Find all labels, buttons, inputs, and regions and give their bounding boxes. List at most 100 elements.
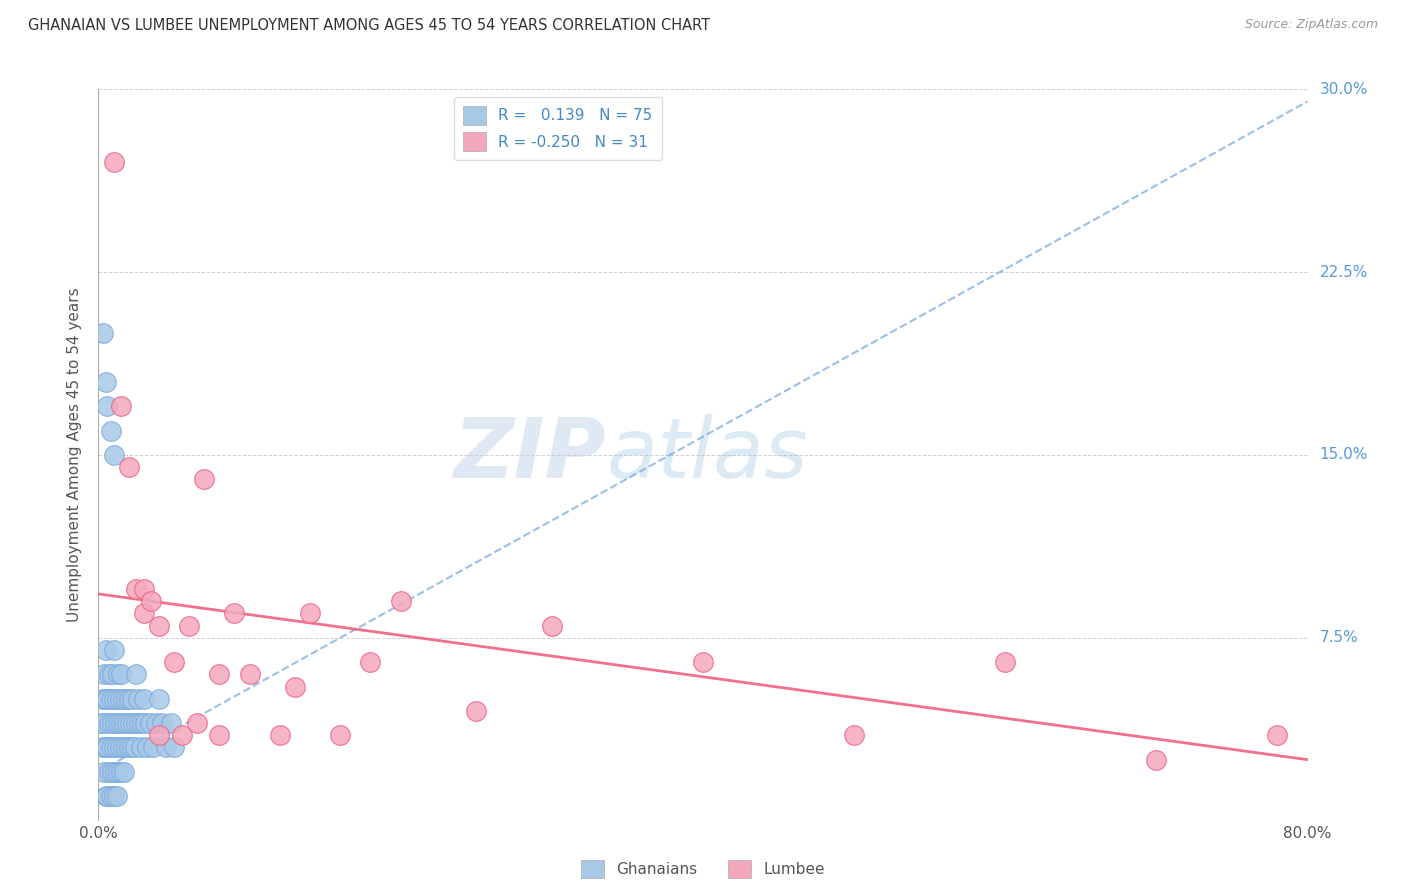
- Point: [1144, 753, 1167, 767]
- Point: [155, 740, 177, 755]
- Point: [163, 740, 186, 755]
- Point: [107, 667, 129, 681]
- Point: [193, 472, 215, 486]
- Point: [208, 728, 231, 742]
- Text: ZIP: ZIP: [454, 415, 606, 495]
- Point: [103, 448, 125, 462]
- Point: [284, 680, 307, 694]
- Point: [692, 655, 714, 669]
- Point: [103, 740, 125, 755]
- Point: [114, 691, 136, 706]
- Point: [844, 728, 866, 742]
- Point: [110, 716, 132, 731]
- Point: [465, 704, 488, 718]
- Point: [98, 716, 121, 731]
- Point: [132, 582, 155, 596]
- Point: [148, 691, 170, 706]
- Text: Source: ZipAtlas.com: Source: ZipAtlas.com: [1244, 18, 1378, 31]
- Point: [125, 667, 148, 681]
- Point: [145, 716, 167, 731]
- Point: [208, 667, 231, 681]
- Point: [101, 716, 124, 731]
- Point: [134, 716, 156, 731]
- Point: [121, 691, 143, 706]
- Point: [110, 399, 132, 413]
- Point: [96, 691, 118, 706]
- Point: [127, 691, 149, 706]
- Point: [139, 716, 162, 731]
- Point: [125, 582, 148, 596]
- Point: [132, 607, 155, 621]
- Point: [103, 691, 125, 706]
- Point: [105, 740, 128, 755]
- Point: [94, 740, 117, 755]
- Text: 7.5%: 7.5%: [1320, 631, 1358, 645]
- Point: [360, 655, 382, 669]
- Legend: R =   0.139   N = 75, R = -0.250   N = 31: R = 0.139 N = 75, R = -0.250 N = 31: [454, 97, 662, 160]
- Point: [103, 643, 125, 657]
- Point: [96, 399, 118, 413]
- Point: [108, 740, 131, 755]
- Point: [142, 740, 165, 755]
- Point: [104, 764, 127, 779]
- Point: [994, 655, 1017, 669]
- Legend: Ghanaians, Lumbee: Ghanaians, Lumbee: [575, 854, 831, 884]
- Point: [101, 764, 124, 779]
- Point: [114, 740, 136, 755]
- Point: [91, 740, 114, 755]
- Point: [148, 728, 170, 742]
- Point: [131, 716, 153, 731]
- Point: [170, 728, 193, 742]
- Point: [94, 643, 117, 657]
- Point: [100, 691, 122, 706]
- Text: 30.0%: 30.0%: [1320, 82, 1368, 96]
- Point: [111, 691, 134, 706]
- Text: 22.5%: 22.5%: [1320, 265, 1368, 279]
- Point: [224, 607, 246, 621]
- Point: [110, 764, 132, 779]
- Point: [269, 728, 291, 742]
- Point: [540, 618, 562, 632]
- Point: [98, 667, 121, 681]
- Point: [115, 716, 138, 731]
- Point: [112, 764, 135, 779]
- Point: [98, 764, 121, 779]
- Point: [93, 667, 115, 681]
- Point: [93, 764, 115, 779]
- Text: 15.0%: 15.0%: [1320, 448, 1368, 462]
- Point: [148, 618, 170, 632]
- Point: [129, 740, 152, 755]
- Point: [110, 667, 132, 681]
- Point: [124, 740, 146, 755]
- Point: [91, 691, 114, 706]
- Point: [96, 740, 118, 755]
- Point: [128, 716, 150, 731]
- Point: [105, 789, 128, 804]
- Point: [135, 740, 157, 755]
- Point: [163, 655, 186, 669]
- Point: [103, 155, 125, 169]
- Point: [122, 716, 145, 731]
- Point: [150, 716, 173, 731]
- Point: [100, 424, 122, 438]
- Point: [177, 618, 201, 632]
- Point: [94, 375, 117, 389]
- Point: [111, 740, 134, 755]
- Point: [141, 594, 163, 608]
- Point: [239, 667, 262, 681]
- Point: [108, 691, 131, 706]
- Point: [329, 728, 352, 742]
- Point: [94, 789, 117, 804]
- Y-axis label: Unemployment Among Ages 45 to 54 years: Unemployment Among Ages 45 to 54 years: [67, 287, 83, 623]
- Point: [100, 789, 122, 804]
- Point: [132, 691, 155, 706]
- Text: GHANAIAN VS LUMBEE UNEMPLOYMENT AMONG AGES 45 TO 54 YEARS CORRELATION CHART: GHANAIAN VS LUMBEE UNEMPLOYMENT AMONG AG…: [28, 18, 710, 33]
- Point: [118, 460, 141, 475]
- Point: [120, 716, 142, 731]
- Point: [90, 716, 112, 731]
- Point: [186, 716, 208, 731]
- Point: [389, 594, 412, 608]
- Point: [1265, 728, 1288, 742]
- Point: [103, 789, 125, 804]
- Point: [107, 716, 129, 731]
